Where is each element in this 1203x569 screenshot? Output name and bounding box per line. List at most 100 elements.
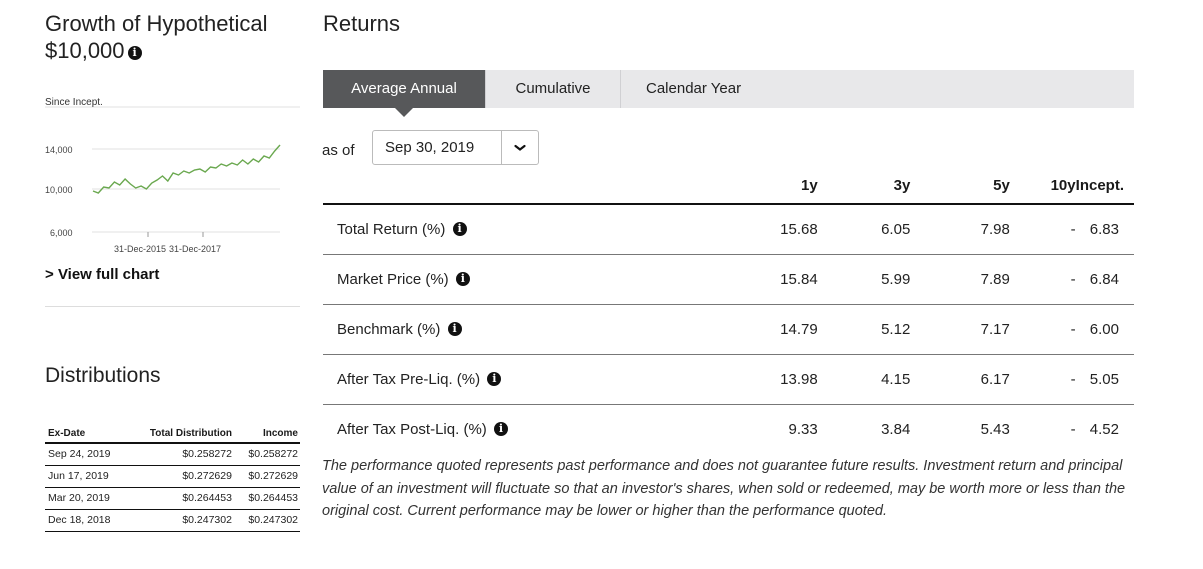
x-tick-label: 31-Dec-2017 [169, 244, 221, 254]
value-cell: 7.98 [910, 204, 1010, 255]
view-full-chart-link[interactable]: > View full chart [45, 266, 159, 283]
column-header-1y: 1y [736, 168, 818, 205]
value-cell: 13.98 [736, 354, 818, 405]
ex-date-cell: Dec 18, 2018 [45, 509, 129, 532]
table-row: Dec 18, 2018 $0.247302 $0.247302 [45, 509, 300, 532]
value-cell: 14.79 [736, 304, 818, 355]
ex-date-cell: Sep 24, 2019 [45, 443, 129, 466]
value-cell: 7.17 [910, 304, 1010, 355]
row-label: Market Price (%) i [323, 254, 737, 305]
value-cell: 4.52 [1089, 420, 1119, 438]
value-cell: - [1009, 204, 1076, 255]
returns-tab-bar: Average Annual Cumulative Calendar Year [323, 70, 1134, 117]
info-icon[interactable]: i [447, 321, 462, 336]
table-row: After Tax Post-Liq. (%) i 9.33 3.84 5.43… [323, 404, 1134, 454]
table-header-row: Ex-Date Total Distribution Income [45, 424, 300, 444]
value-cell: 6.05 [817, 204, 911, 255]
as-of-label: as of [322, 142, 355, 159]
ex-date-cell: Mar 20, 2019 [45, 487, 129, 510]
income-cell: $0.264453 [233, 487, 300, 510]
value-cell: 15.84 [736, 254, 818, 305]
y-tick-label: 14,000 [45, 145, 73, 155]
tab-cumulative[interactable]: Cumulative [486, 70, 621, 108]
row-label: After Tax Pre-Liq. (%) i [323, 354, 737, 405]
growth-chart[interactable]: 14,000 10,000 6,000 31-Dec-2015 31-Dec-2… [45, 100, 300, 260]
info-icon[interactable]: i [127, 46, 142, 60]
as-of-date-select[interactable]: Sep 30, 2019 [372, 130, 539, 165]
chevron-right-icon: > [45, 266, 54, 283]
total-distribution-cell: $0.272629 [128, 465, 234, 488]
income-cell: $0.272629 [233, 465, 300, 488]
value-cell: - [1070, 420, 1076, 438]
table-row: After Tax Pre-Liq. (%) i 13.98 4.15 6.17… [323, 354, 1134, 405]
growth-chart-svg: 14,000 10,000 6,000 31-Dec-2015 31-Dec-2… [45, 106, 300, 254]
value-cell: - [1009, 304, 1076, 355]
value-cell: - [1009, 354, 1076, 405]
value-cell: - [1009, 254, 1076, 305]
income-cell: $0.258272 [233, 443, 300, 466]
performance-disclaimer: The performance quoted represents past p… [322, 458, 1126, 519]
column-header-10y: 10y [1009, 168, 1076, 205]
total-distribution-cell: $0.264453 [128, 487, 234, 510]
growth-title: Growth of Hypothetical $10,000 i [45, 10, 305, 64]
returns-title: Returns [323, 11, 401, 36]
value-cell: 9.33 [788, 420, 818, 438]
growth-title-text: Growth of Hypothetical $10,000 [45, 11, 268, 63]
returns-table: 1y 3y 5y 10y Incept. Total Return (%) i … [323, 168, 1134, 454]
row-label: Total Return (%) i [323, 204, 737, 255]
value-cell: 5.05 [1075, 354, 1134, 405]
info-icon[interactable]: i [487, 371, 502, 386]
column-header: Total Distribution [128, 424, 234, 444]
info-icon[interactable]: i [455, 271, 470, 286]
table-row: Benchmark (%) i 14.79 5.12 7.17 - 6.00 [323, 304, 1134, 355]
y-tick-label: 6,000 [50, 228, 73, 238]
view-full-chart-text: View full chart [57, 266, 160, 283]
row-label-text: Market Price (%) [337, 270, 449, 288]
income-cell: $0.247302 [233, 509, 300, 532]
value-cell: 3.84 [881, 420, 911, 438]
y-tick-label: 10,000 [45, 185, 73, 195]
distributions-title: Distributions [45, 364, 161, 387]
value-cell: 5.12 [817, 304, 911, 355]
value-cell: 5.99 [817, 254, 911, 305]
row-label-text: After Tax Pre-Liq. (%) [337, 370, 481, 388]
total-distribution-cell: $0.258272 [128, 443, 234, 466]
divider [45, 306, 300, 307]
total-distribution-cell: $0.247302 [128, 509, 234, 532]
row-label-text: Benchmark (%) [337, 320, 441, 338]
value-cell: 15.68 [736, 204, 818, 255]
table-row: Jun 17, 2019 $0.272629 $0.272629 [45, 465, 300, 488]
row-label-text: Total Return (%) [337, 220, 446, 238]
column-header-inception: Incept. [1075, 168, 1134, 205]
value-cell: 4.15 [817, 354, 911, 405]
value-cell: 6.83 [1075, 204, 1134, 255]
column-header-5y: 5y [910, 168, 1010, 205]
value-cell: 5.43 [980, 420, 1010, 438]
column-header-3y: 3y [817, 168, 911, 205]
table-row: Total Return (%) i 15.68 6.05 7.98 - 6.8… [323, 204, 1134, 255]
tab-calendar-year[interactable]: Calendar Year [646, 80, 742, 97]
growth-series-line [92, 144, 281, 194]
row-label: Benchmark (%) i [323, 304, 737, 355]
ex-date-cell: Jun 17, 2019 [45, 465, 129, 488]
x-tick-label: 31-Dec-2015 [114, 244, 166, 254]
table-row: Mar 20, 2019 $0.264453 $0.264453 [45, 487, 300, 510]
table-header-row: 1y 3y 5y 10y Incept. [323, 168, 1134, 205]
as-of-date-value: Sep 30, 2019 [385, 139, 475, 156]
table-row: Sep 24, 2019 $0.258272 $0.258272 [45, 443, 300, 466]
table-row: Market Price (%) i 15.84 5.99 7.89 - 6.8… [323, 254, 1134, 305]
info-icon[interactable]: i [493, 421, 508, 436]
tab-average-annual[interactable]: Average Annual [323, 70, 486, 117]
value-cell: 6.84 [1075, 254, 1134, 305]
chevron-down-icon[interactable] [501, 131, 538, 164]
since-inception-label: Since Incept. [45, 97, 103, 108]
column-header [323, 168, 737, 205]
info-icon[interactable]: i [452, 221, 467, 236]
column-header: Income [233, 424, 300, 444]
value-cell: 6.00 [1075, 304, 1134, 355]
distributions-table: Ex-Date Total Distribution Income Sep 24… [45, 424, 300, 532]
value-cell: 6.17 [910, 354, 1010, 405]
column-header: Ex-Date [45, 424, 129, 444]
row-label: After Tax Post-Liq. (%) i [323, 404, 737, 454]
row-label-text: After Tax Post-Liq. (%) [337, 420, 487, 438]
